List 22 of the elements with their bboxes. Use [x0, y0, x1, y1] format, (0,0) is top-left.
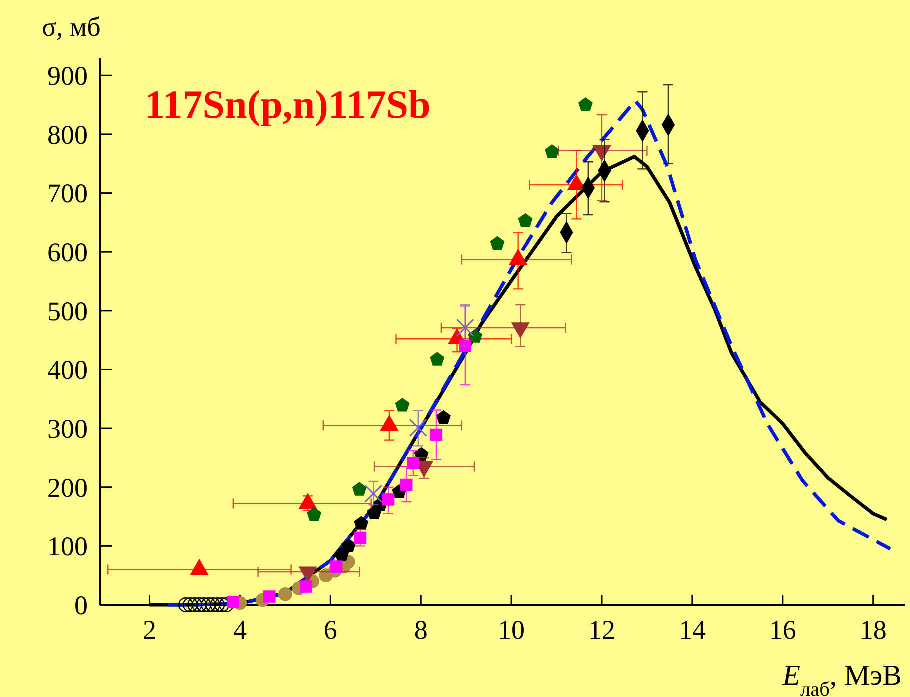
y-tick-label: 400 [48, 355, 88, 386]
x-tick-label: 2 [142, 615, 156, 645]
y-tick-label: 900 [48, 61, 88, 92]
x-tick-label: 10 [498, 615, 526, 645]
x-axis-title: E$_{лаб}$, МэВ [782, 660, 902, 697]
text: 117Sn(p,n)117Sb [145, 82, 431, 127]
y-tick-label: 0 [74, 590, 88, 620]
y-tick-label: 100 [48, 532, 88, 562]
y-tick-label: 500 [48, 296, 88, 326]
y-tick-label: 700 [48, 178, 88, 209]
x-tick-label: 16 [769, 615, 796, 645]
x-tick-label: 6 [324, 615, 338, 645]
x-tick-label: 8 [414, 615, 428, 645]
x-tick-label: 12 [588, 615, 616, 645]
x-tick-label: 18 [860, 615, 887, 645]
y-axis-title: σ, мб [42, 12, 101, 42]
y-tick-label: 300 [48, 414, 88, 444]
y-tick-label: 800 [48, 120, 88, 150]
x-tick-label: 4 [233, 615, 248, 645]
y-tick-label: 200 [48, 472, 88, 503]
x-tick-label: 14 [678, 615, 706, 645]
y-tick-label: 600 [48, 238, 88, 268]
